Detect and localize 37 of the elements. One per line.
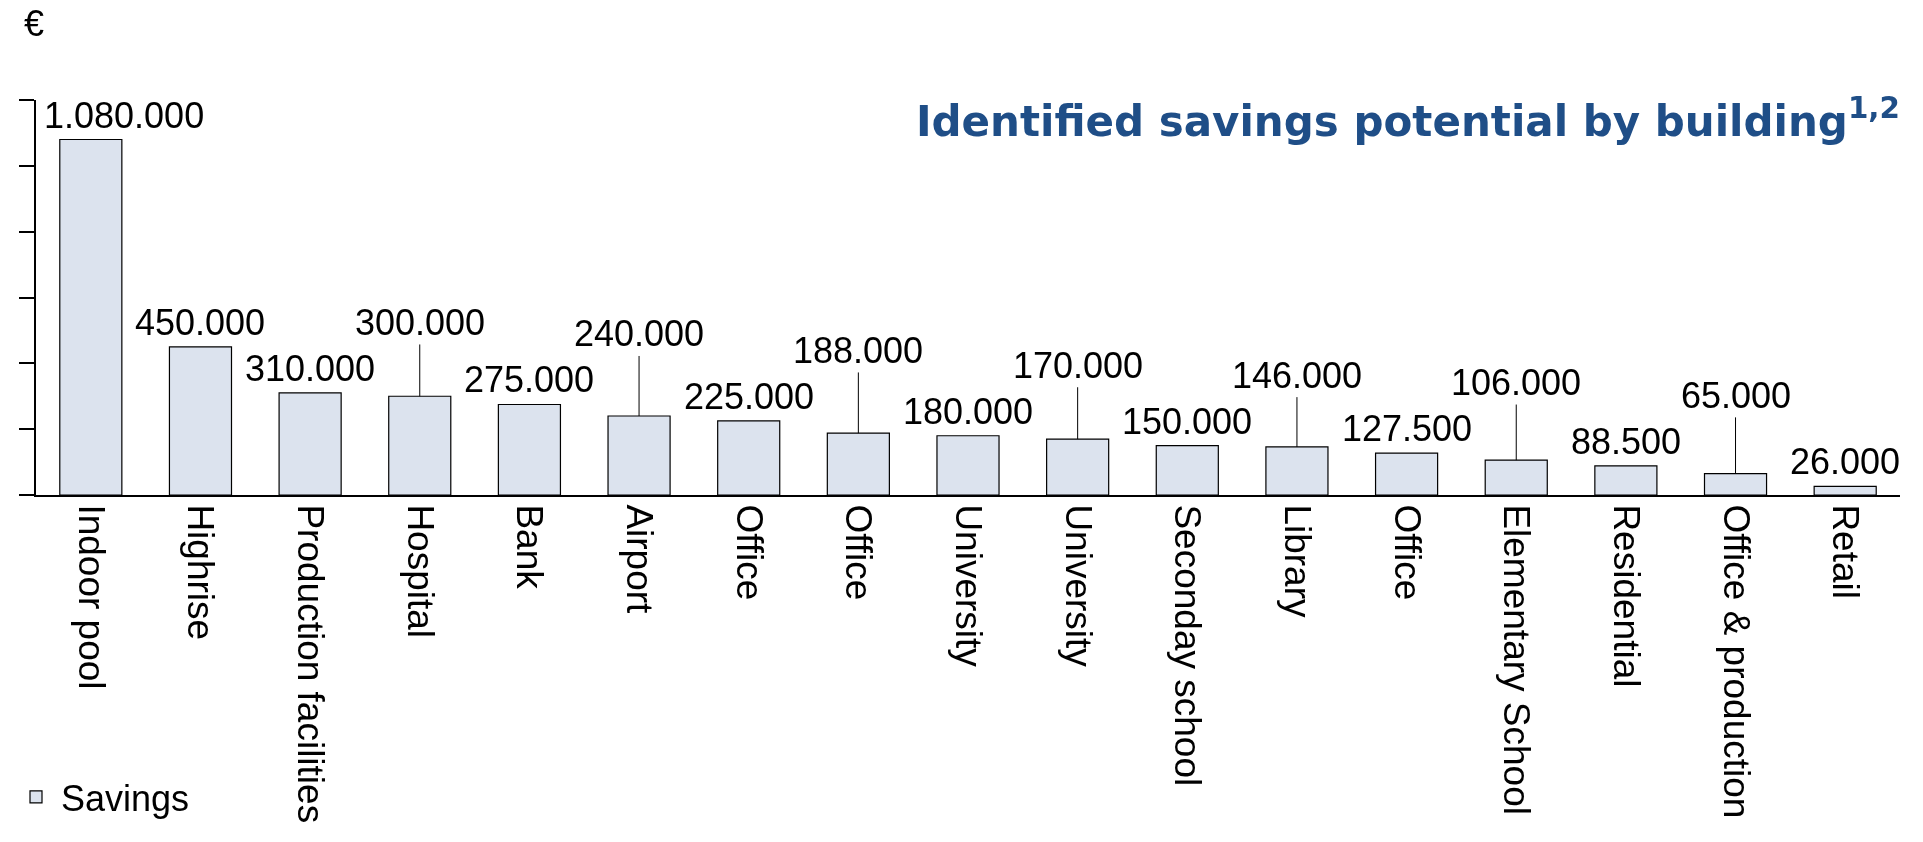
data-label: 310.000: [245, 348, 376, 389]
data-label: 275.000: [464, 359, 595, 400]
x-tick-label: Retail: [1825, 504, 1867, 600]
data-label: 150.000: [1122, 401, 1253, 442]
data-label: 450.000: [135, 302, 266, 343]
data-label: 26.000: [1790, 441, 1901, 482]
y-axis-title: €: [24, 3, 45, 44]
data-label: 300.000: [355, 302, 486, 343]
data-label: 170.000: [1013, 345, 1144, 386]
x-tick-label: Indoor pool: [70, 504, 112, 690]
data-label: 146.000: [1232, 355, 1363, 396]
data-label: 180.000: [903, 391, 1034, 432]
data-label: 188.000: [793, 330, 924, 371]
data-label: 65.000: [1681, 375, 1792, 416]
x-tick-label: Production facilities: [290, 504, 332, 824]
x-tick-label: Office & production: [1715, 504, 1757, 819]
x-tick-label: Elementary School: [1496, 504, 1538, 815]
x-tick-label: Airport: [619, 504, 661, 615]
data-label: 1.080.000: [44, 95, 205, 136]
x-tick-label: Office: [728, 504, 770, 601]
x-tick-label: Residential: [1605, 504, 1647, 688]
chart-title: Identified savings potential by building$^{1,2}$: [915, 91, 1900, 146]
data-label: 106.000: [1451, 362, 1582, 403]
x-tick-label: Office: [1386, 504, 1428, 601]
data-label: 88.500: [1571, 421, 1682, 462]
x-tick-label: Highrise: [180, 504, 222, 641]
x-tick-label: Office: [838, 504, 880, 601]
data-label: 240.000: [574, 313, 705, 354]
data-label: 127.500: [1342, 408, 1473, 449]
data-label: 225.000: [684, 376, 815, 417]
x-tick-label: Seconday school: [1167, 504, 1209, 787]
x-tick-label: Bank: [509, 504, 551, 590]
legend-label: Savings: [61, 777, 190, 819]
x-tick-label: University: [1057, 504, 1099, 668]
x-tick-label: University: [947, 504, 989, 668]
x-tick-label: Library: [1276, 504, 1318, 618]
x-tick-label: Hospital: [399, 504, 441, 639]
